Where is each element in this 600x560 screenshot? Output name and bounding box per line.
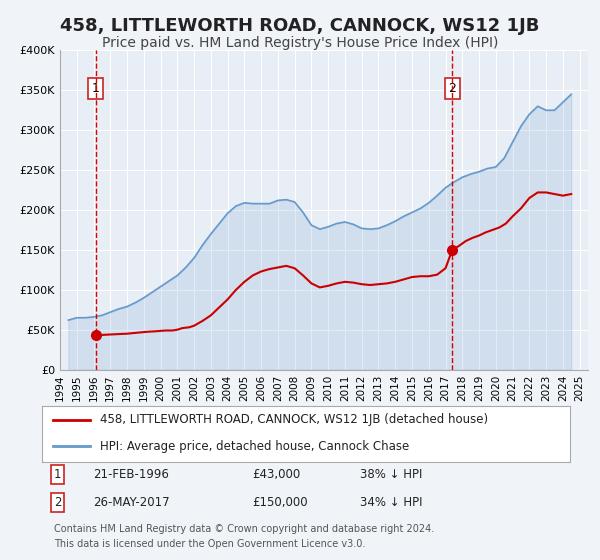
Text: 458, LITTLEWORTH ROAD, CANNOCK, WS12 1JB (detached house): 458, LITTLEWORTH ROAD, CANNOCK, WS12 1JB…: [100, 413, 488, 427]
Text: 1: 1: [92, 82, 100, 95]
Text: 38% ↓ HPI: 38% ↓ HPI: [360, 468, 422, 480]
Text: HPI: Average price, detached house, Cannock Chase: HPI: Average price, detached house, Cann…: [100, 440, 409, 453]
Text: Price paid vs. HM Land Registry's House Price Index (HPI): Price paid vs. HM Land Registry's House …: [102, 36, 498, 50]
Text: 2: 2: [448, 82, 456, 95]
Text: £43,000: £43,000: [252, 468, 300, 480]
Text: This data is licensed under the Open Government Licence v3.0.: This data is licensed under the Open Gov…: [54, 539, 365, 549]
Text: £150,000: £150,000: [252, 496, 308, 508]
Text: 2: 2: [54, 496, 62, 508]
Text: 458, LITTLEWORTH ROAD, CANNOCK, WS12 1JB: 458, LITTLEWORTH ROAD, CANNOCK, WS12 1JB: [61, 17, 539, 35]
Text: 26-MAY-2017: 26-MAY-2017: [93, 496, 170, 508]
Text: Contains HM Land Registry data © Crown copyright and database right 2024.: Contains HM Land Registry data © Crown c…: [54, 524, 434, 534]
Text: 21-FEB-1996: 21-FEB-1996: [93, 468, 169, 480]
Text: 34% ↓ HPI: 34% ↓ HPI: [360, 496, 422, 508]
Text: 1: 1: [54, 468, 62, 480]
